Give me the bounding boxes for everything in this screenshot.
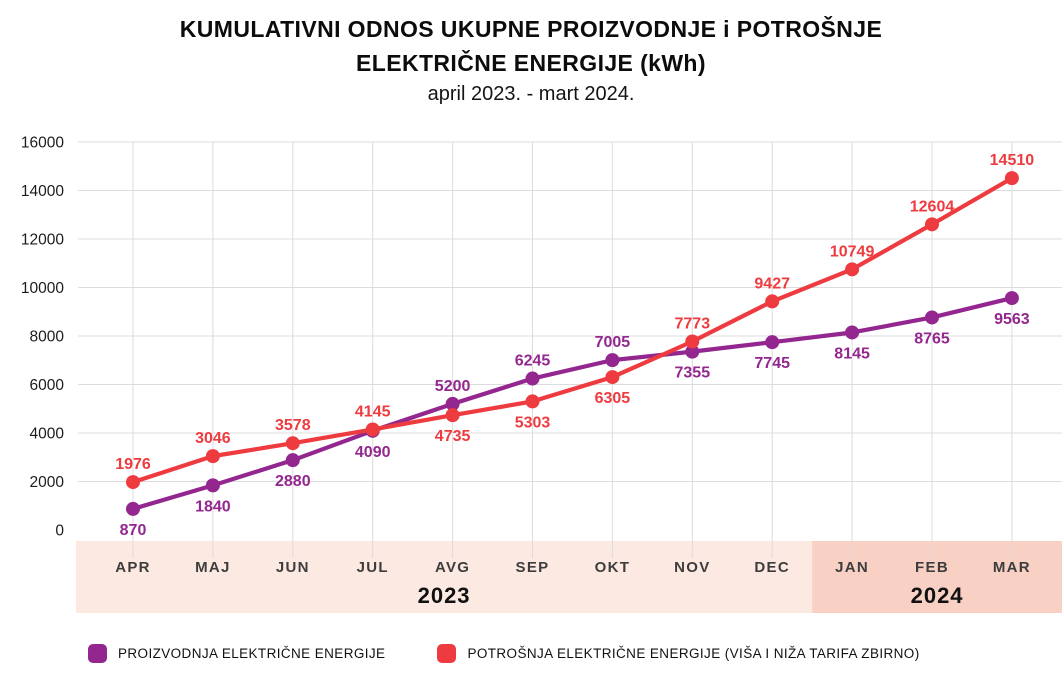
x-tick-label: AVG [435,559,470,576]
data-label: 1976 [115,456,151,473]
data-label: 7745 [754,355,790,372]
chart-title-line2: ELEKTRIČNE ENERGIJE (kWh) [356,50,706,76]
chart-header: KUMULATIVNI ODNOS UKUPNE PROIZVODNJE i P… [0,12,1062,106]
legend-item-production: PROIZVODNJA ELEKTRIČNE ENERGIJE [88,644,385,663]
y-tick-label: 2000 [30,474,65,491]
data-point [925,217,939,232]
series-line-production [130,295,1015,512]
data-label: 2880 [275,473,311,490]
data-point [605,353,620,368]
data-point [365,422,380,437]
consumption-swatch [437,644,457,663]
data-point [765,335,780,350]
data-point [525,394,540,409]
x-tick-label: JUL [357,559,389,576]
x-tick-label: OKT [595,559,631,576]
data-label: 14510 [990,152,1035,169]
data-label: 5303 [515,414,551,431]
x-tick-label: DEC [754,559,790,576]
x-tick-label: MAR [993,559,1031,576]
data-point [205,478,220,493]
data-label: 5200 [435,378,471,395]
data-label: 4735 [435,428,471,445]
data-label: 4090 [355,444,391,461]
data-point [126,475,140,490]
data-point [1004,171,1019,186]
data-label: 7005 [595,334,631,351]
data-point [445,408,460,423]
data-point [765,294,780,309]
x-tick-label: MAJ [195,559,231,576]
chart-title: KUMULATIVNI ODNOS UKUPNE PROIZVODNJE i P… [0,12,1062,80]
x-tick-label: JAN [835,559,869,576]
x-tick-label: SEP [516,559,550,576]
y-tick-label: 16000 [21,135,64,152]
year-band-2023 [76,541,813,613]
x-tick-label: NOV [674,559,710,576]
data-label: 12604 [910,198,955,215]
y-tick-label: 12000 [21,232,64,249]
chart-subtitle: april 2023. - mart 2024. [427,83,635,105]
data-point [285,436,300,451]
y-tick-label: 0 [55,523,64,540]
year-label-2024: 2024 [911,583,964,608]
year-band-2024 [812,541,1062,613]
y-tick-label: 4000 [30,426,65,443]
data-label: 10749 [830,243,875,260]
data-label: 6245 [515,353,551,370]
data-label: 1840 [195,498,231,515]
data-point [605,370,620,385]
data-point [205,449,220,464]
legend-label-production: PROIZVODNJA ELEKTRIČNE ENERGIJE [118,646,386,661]
x-tick-label: FEB [915,559,949,576]
data-point [1004,291,1019,306]
data-point [525,371,540,386]
data-label: 9563 [994,311,1030,328]
data-point [126,501,140,516]
series-line-consumption [130,176,1015,485]
data-label: 3046 [195,430,231,447]
legend: PROIZVODNJA ELEKTRIČNE ENERGIJE POTROŠNJ… [88,644,920,663]
data-point [845,262,860,277]
data-label: 7773 [675,316,711,333]
data-point [285,453,300,468]
data-label: 7355 [675,365,711,382]
chart-title-line1: KUMULATIVNI ODNOS UKUPNE PROIZVODNJE i P… [179,16,883,42]
year-label-2023: 2023 [418,583,471,608]
data-point [685,344,700,359]
y-tick-label: 10000 [21,280,64,297]
data-label: 8765 [914,330,950,347]
data-label: 3578 [275,417,311,434]
data-point [685,334,700,349]
data-label: 4145 [355,403,391,420]
data-label: 870 [120,522,147,539]
data-point [925,310,939,325]
y-tick-label: 6000 [30,377,65,394]
data-point [445,396,460,411]
legend-item-consumption: POTROŠNJA ELEKTRIČNE ENERGIJE (VIŠA I NI… [437,644,919,663]
legend-label-consumption: POTROŠNJA ELEKTRIČNE ENERGIJE (VIŠA I NI… [467,646,920,661]
y-tick-label: 14000 [21,183,64,200]
data-label: 8145 [834,345,870,362]
x-tick-label: APR [115,559,151,576]
y-tick-label: 8000 [30,329,65,346]
data-point [845,325,860,340]
data-label: 6305 [595,390,631,407]
production-swatch [88,644,107,663]
data-label: 9427 [754,275,790,292]
x-tick-label: JUN [276,559,310,576]
